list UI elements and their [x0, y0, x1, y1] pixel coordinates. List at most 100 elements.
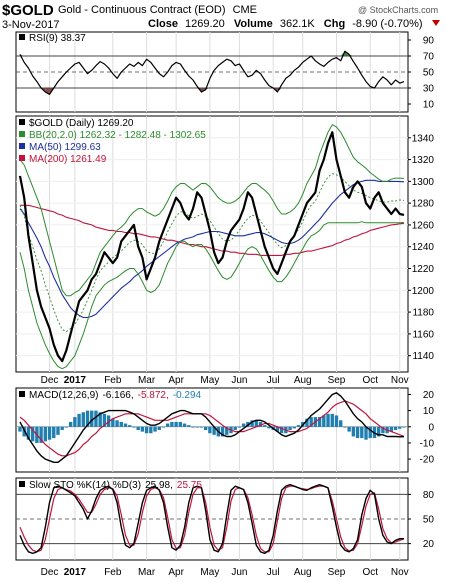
sto-xlabel-9: Sep	[328, 567, 346, 578]
macd-ytick-label-1: -10	[420, 438, 435, 449]
price-xlabel-4: Apr	[168, 375, 184, 386]
price-ytick-label-9: 1320	[412, 155, 435, 166]
chg-value: -8.90 (-0.70%)	[352, 18, 422, 30]
sto-legend-part-1: 25.98,	[145, 480, 173, 491]
macd-hist-bar-51	[233, 426, 237, 430]
macd-hist-bar-14	[77, 413, 81, 427]
sto-xlabel-2: Feb	[104, 567, 122, 578]
macd-signal-line	[19, 400, 405, 457]
macd-hist-bar-6	[43, 426, 48, 442]
close-value: 1269.20	[185, 18, 225, 30]
macd-hist-bar-18	[94, 410, 98, 427]
rsi-ytick-label-4: 90	[423, 36, 435, 47]
price-panel: 1140 1160 1180 1200 1220 1240 1260 1280 1300 1320…	[15, 115, 435, 386]
macd-hist-bar-0	[18, 426, 22, 432]
price-ytick-label-4: 1220	[412, 264, 435, 275]
macd-hist-bar-74	[330, 413, 334, 427]
rsi-line	[19, 50, 405, 96]
macd-hist-bar-7	[47, 426, 52, 440]
sto-xlabel-3: Mar	[138, 567, 156, 578]
macd-hist-bar-38	[178, 421, 183, 427]
macd-hist-bar-39	[182, 423, 187, 427]
macd-legend-swatch	[19, 391, 25, 397]
chart-header: $GOLD Gold - Continuous Contract (EOD) C…	[2, 2, 440, 31]
macd-hist-bar-35	[166, 423, 170, 427]
price-xlabel-5: May	[200, 375, 219, 386]
sto-xlabel-0: Dec	[41, 567, 59, 578]
macd-line	[19, 392, 405, 463]
macd-hist-bar-31	[149, 426, 153, 434]
macd-hist-bar-22	[111, 418, 115, 427]
macd-hist-bar-10	[60, 426, 64, 430]
macd-hist-bar-73	[326, 413, 330, 427]
volume-value: 362.1K	[280, 18, 316, 30]
macd-hist-bar-69	[309, 417, 313, 427]
chg-label: Chg	[324, 18, 345, 30]
sto-legend: Slow STO %K(14) %D(3) 25.98, 25.75	[29, 480, 202, 491]
macd-hist-bar-82	[364, 426, 368, 440]
macd-hist-bar-11	[64, 426, 69, 428]
price-legend-swatch-1	[19, 131, 25, 137]
macd-hist-bar-79	[351, 426, 356, 437]
macd-legend-part-3: -0.294	[173, 390, 202, 401]
rsi-legend: RSI(9) 38.37	[29, 33, 86, 44]
macd-legend-part-0: MACD(12,26,9)	[29, 390, 98, 401]
contract-name: Gold - Continuous Contract (EOD) CME	[58, 4, 257, 16]
macd-hist-bar-83	[368, 426, 372, 439]
macd-hist-bar-80	[355, 426, 360, 439]
price-xlabel-11: Nov	[391, 375, 409, 386]
sto-xlabel-1: 2017	[64, 567, 87, 578]
macd-hist-bar-3	[30, 426, 35, 442]
price-legend-swatch-0	[19, 119, 25, 125]
exchange: CME	[233, 4, 257, 16]
macd-hist-bar-27	[132, 426, 136, 428]
macd-panel: -20 -10 0 10 20 MACD(12,26,9) -6.166, -5.872, -0…	[15, 387, 435, 473]
rsi-ytick-label-3: 70	[423, 52, 435, 63]
price-xlabel-2: Feb	[104, 375, 122, 386]
bb-lower-line	[19, 221, 405, 370]
macd-hist-bar-26	[128, 425, 132, 427]
macd-hist-bar-46	[212, 426, 216, 435]
macd-hist-bar-86	[381, 426, 385, 434]
macd-hist-bar-8	[52, 426, 56, 439]
rsi-ytick-label-1: 30	[423, 84, 435, 95]
macd-legend-part-2: -5.872,	[138, 390, 169, 401]
price-ytick-label-0: 1140	[412, 351, 434, 362]
watermark: @ StockCharts.com	[358, 5, 438, 15]
macd-hist-bar-91	[402, 426, 406, 428]
macd-hist-bar-68	[305, 418, 309, 427]
sto-ytick-label-2: 80	[423, 490, 435, 501]
macd-ytick-label-0: -20	[420, 455, 435, 466]
macd-hist-bar-30	[144, 426, 149, 434]
macd-hist-bar-45	[208, 426, 212, 434]
macd-legend: MACD(12,26,9) -6.166, -5.872, -0.294	[29, 390, 202, 401]
macd-hist-bar-65	[292, 426, 296, 429]
macd-hist-bar-23	[115, 420, 119, 427]
price-xlabel-1: 2017	[64, 375, 87, 386]
macd-hist-bar-53	[241, 423, 246, 427]
price-xlabel-9: Sep	[328, 375, 346, 386]
macd-hist-bar-25	[123, 423, 128, 427]
price-ytick-label-1: 1160	[412, 329, 434, 340]
macd-hist-bar-77	[343, 426, 347, 428]
macd-hist-bar-44	[203, 426, 208, 430]
macd-hist-bar-41	[191, 426, 195, 428]
price-xlabel-7: Jul	[267, 375, 280, 386]
price-legend-1: BB(20,2.0) 1262.32 - 1282.48 - 1302.65	[29, 130, 206, 141]
price-line	[18, 131, 405, 363]
price-legend-0: $GOLD (Daily) 1269.20	[29, 118, 134, 129]
chart-date: 3-Nov-2017	[2, 19, 59, 31]
macd-hist-bar-75	[334, 415, 339, 427]
macd-hist-bar-48	[220, 426, 225, 437]
macd-hist-bar-78	[347, 426, 351, 432]
price-xlabel-3: Mar	[138, 375, 156, 386]
macd-hist-bar-21	[106, 415, 111, 427]
macd-hist-bar-13	[73, 417, 77, 427]
price-legend-swatch-2	[19, 143, 25, 149]
macd-hist-bar-42	[195, 426, 199, 428]
close-label: Close	[148, 18, 178, 30]
macd-hist-bar-29	[140, 426, 145, 432]
macd-hist-bar-52	[237, 426, 242, 428]
macd-hist-bar-19	[98, 412, 102, 427]
rsi-ytick-label-0: 10	[423, 100, 435, 111]
